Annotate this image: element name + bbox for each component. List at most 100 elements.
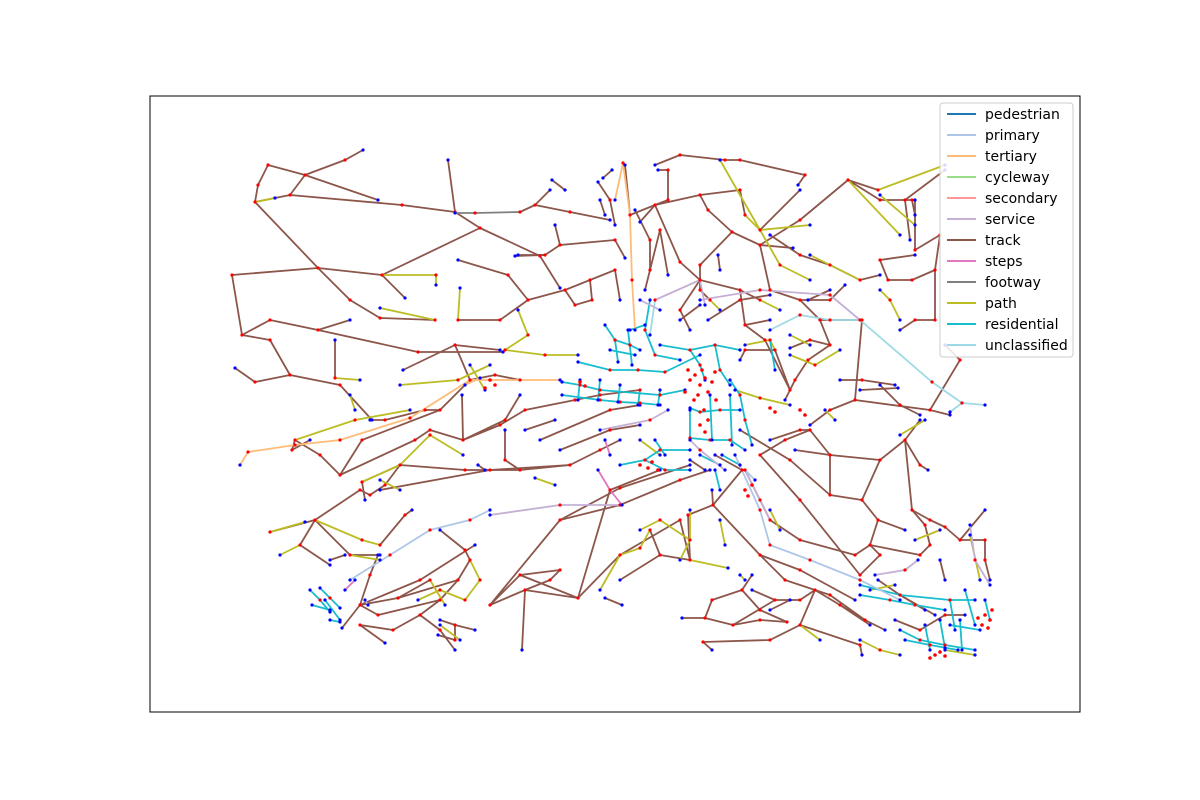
junction-node [456, 318, 460, 322]
dead-end-node [620, 503, 624, 507]
dead-end-node [633, 328, 637, 332]
junction-node [698, 288, 702, 292]
junction-node [798, 313, 802, 317]
dead-end-node [713, 453, 717, 457]
edge-residential [644, 299, 681, 361]
dead-end-node [658, 453, 662, 457]
dead-end-node [708, 393, 712, 397]
dead-end-node [648, 298, 652, 302]
junction-node [343, 158, 347, 162]
dead-end-node [533, 476, 537, 480]
junction-node [638, 463, 642, 467]
junction-node [943, 643, 947, 647]
junction-node [388, 553, 392, 557]
junction-node [868, 543, 872, 547]
edge-track [425, 344, 471, 411]
edge-track [504, 430, 571, 471]
junction-node [758, 243, 762, 247]
junction-node [613, 268, 617, 272]
junction-node [678, 153, 682, 157]
edge-track [769, 429, 831, 456]
dead-end-node [488, 513, 492, 517]
junction-node [698, 263, 702, 267]
dead-end-node [488, 508, 492, 512]
junction-node [518, 378, 522, 382]
road-network-nodes [230, 148, 994, 660]
edge-path [469, 364, 486, 391]
junction-node [743, 418, 747, 422]
edge-residential [959, 619, 963, 651]
junction-node [828, 298, 832, 302]
dead-end-node [688, 468, 692, 472]
dead-end-node [366, 603, 370, 607]
dead-end-node [623, 163, 627, 167]
junction-node [268, 530, 272, 534]
dead-end-node [680, 616, 684, 620]
dead-end-node [768, 233, 772, 237]
junction-node [863, 618, 867, 622]
dead-end-node [938, 558, 942, 562]
dead-end-node [238, 463, 242, 467]
junction-node [533, 203, 537, 207]
edge-track [419, 559, 471, 616]
junction-node [738, 298, 742, 302]
legend-label-unclassified: unclassified [985, 338, 1068, 354]
junction-node [376, 613, 380, 617]
dead-end-node [603, 596, 607, 600]
dead-end-node [823, 408, 827, 412]
junction-node [688, 538, 692, 542]
dead-end-node [860, 653, 864, 657]
dead-end-node [638, 423, 642, 427]
junction-node [793, 378, 797, 382]
dead-end-node [698, 298, 702, 302]
junction-node [910, 508, 914, 512]
junction-node [488, 378, 492, 382]
junction-node [318, 598, 322, 602]
edge-path [914, 529, 941, 541]
junction-node [693, 373, 697, 377]
junction-node [453, 623, 457, 627]
junction-node [230, 273, 234, 277]
dead-end-node [718, 463, 722, 467]
dead-end-node [723, 543, 727, 547]
dead-end-node [808, 223, 812, 227]
junction-node [828, 593, 832, 597]
junction-node [688, 558, 692, 562]
junction-node [543, 353, 547, 357]
junction-node [958, 358, 962, 362]
dead-end-node [666, 273, 670, 277]
edge-steps [344, 579, 356, 591]
edge-track [649, 529, 661, 556]
junction-node [428, 428, 432, 432]
dead-end-node [730, 443, 734, 447]
junction-node [758, 298, 762, 302]
edge-track [929, 409, 951, 416]
junction-node [785, 620, 789, 624]
edge-track [381, 227, 481, 276]
dead-end-node [791, 246, 795, 250]
dead-end-node [708, 468, 712, 472]
edge-tertiary [464, 377, 481, 386]
junction-node [860, 498, 864, 502]
junction-node [828, 453, 832, 457]
junction-node [788, 458, 792, 462]
junction-node [328, 596, 332, 600]
dead-end-node [968, 523, 972, 527]
edge-track [939, 559, 946, 581]
dead-end-node [658, 308, 662, 312]
edge-track [267, 149, 364, 176]
edge-residential [984, 599, 991, 621]
junction-node [878, 258, 882, 262]
junction-node [918, 553, 922, 557]
dead-end-node [463, 383, 467, 387]
junction-node [758, 453, 762, 457]
dead-end-node [738, 358, 742, 362]
dead-end-node [883, 628, 887, 632]
junction-node [783, 438, 787, 442]
dead-end-node [638, 348, 642, 352]
dead-end-node [338, 606, 342, 610]
dead-end-node [303, 520, 307, 524]
edge-track [717, 254, 721, 271]
junction-node [988, 618, 992, 622]
junction-node [598, 448, 602, 452]
